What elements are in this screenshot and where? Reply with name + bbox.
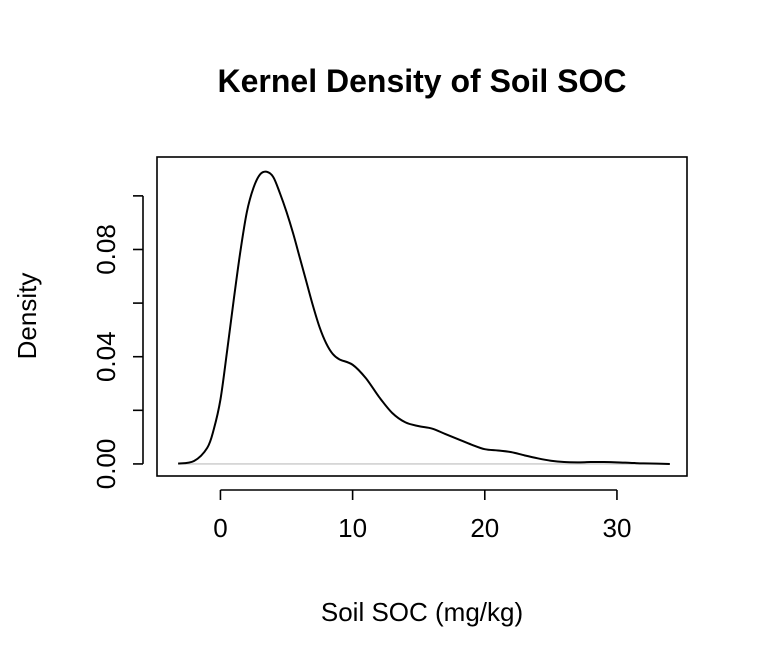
x-tick-label: 30 bbox=[602, 513, 631, 543]
y-tick-label: 0.08 bbox=[91, 224, 121, 275]
chart-title: Kernel Density of Soil SOC bbox=[218, 63, 627, 99]
y-tick-label: 0.04 bbox=[91, 331, 121, 382]
x-tick-label: 0 bbox=[213, 513, 227, 543]
x-tick-label: 20 bbox=[470, 513, 499, 543]
y-axis-label: Density bbox=[12, 273, 42, 360]
x-tick-label: 10 bbox=[338, 513, 367, 543]
plot-frame bbox=[156, 156, 688, 477]
x-axis: 0 10 20 30 bbox=[213, 489, 631, 543]
density-curve bbox=[177, 170, 670, 465]
y-axis: 0.00 0.04 0.08 bbox=[91, 195, 144, 490]
y-tick-label: 0.00 bbox=[91, 439, 121, 490]
x-axis-label: Soil SOC (mg/kg) bbox=[321, 597, 523, 627]
